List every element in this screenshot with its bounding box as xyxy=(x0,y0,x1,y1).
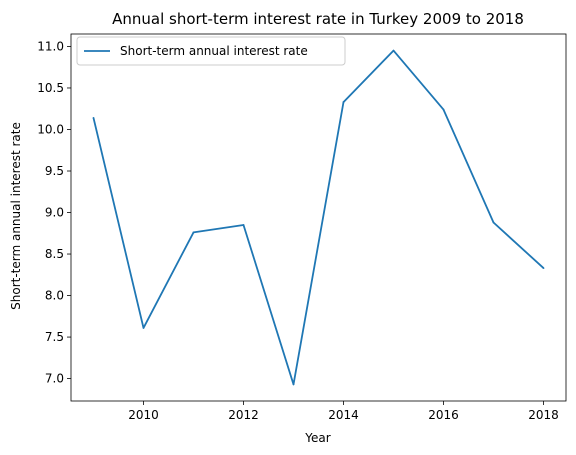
x-tick-label: 2012 xyxy=(228,408,259,422)
y-tick-label: 9.5 xyxy=(45,164,64,178)
x-tick-label: 2018 xyxy=(528,408,559,422)
chart-title: Annual short-term interest rate in Turke… xyxy=(112,10,524,28)
series-line xyxy=(92,49,545,386)
y-axis-label: Short-term annual interest rate xyxy=(9,122,23,310)
y-tick-label: 10.5 xyxy=(37,81,64,95)
legend-box xyxy=(76,36,346,66)
legend: Short-term annual interest rate xyxy=(76,36,346,66)
data-point xyxy=(492,221,495,224)
x-axis-label: Year xyxy=(304,431,330,445)
data-point xyxy=(342,101,345,103)
x-axis-ticks: 2010 2012 2014 2016 2018 xyxy=(128,401,559,422)
y-tick-label: 9.0 xyxy=(45,206,64,220)
y-tick-label: 8.0 xyxy=(45,289,64,303)
data-point xyxy=(192,231,195,234)
data-point xyxy=(242,224,245,226)
y-tick-label: 10.0 xyxy=(37,122,64,136)
x-tick-label: 2014 xyxy=(328,408,359,422)
data-point xyxy=(92,116,95,119)
data-point xyxy=(542,267,545,270)
data-point xyxy=(442,108,445,111)
x-tick-label: 2016 xyxy=(428,408,459,422)
data-point xyxy=(292,383,295,386)
data-point xyxy=(142,327,145,329)
plot-area: 2010 2012 2014 2016 2018 7.0 7.5 8.0 8.5 9.0 9.5 1… xyxy=(37,33,567,422)
y-axis-ticks: 7.0 7.5 8.0 8.5 9.0 9.5 10.0 10.5 11.0 xyxy=(37,39,71,386)
data-point xyxy=(392,49,395,52)
y-tick-label: 7.5 xyxy=(45,330,64,344)
axes-frame xyxy=(70,33,567,402)
y-tick-label: 7.0 xyxy=(45,372,64,386)
legend-entry-label: Short-term annual interest rate xyxy=(120,44,308,58)
series-layer xyxy=(92,49,545,386)
y-tick-label: 8.5 xyxy=(45,247,64,261)
y-tick-label: 11.0 xyxy=(37,39,64,53)
x-tick-label: 2010 xyxy=(128,408,159,422)
